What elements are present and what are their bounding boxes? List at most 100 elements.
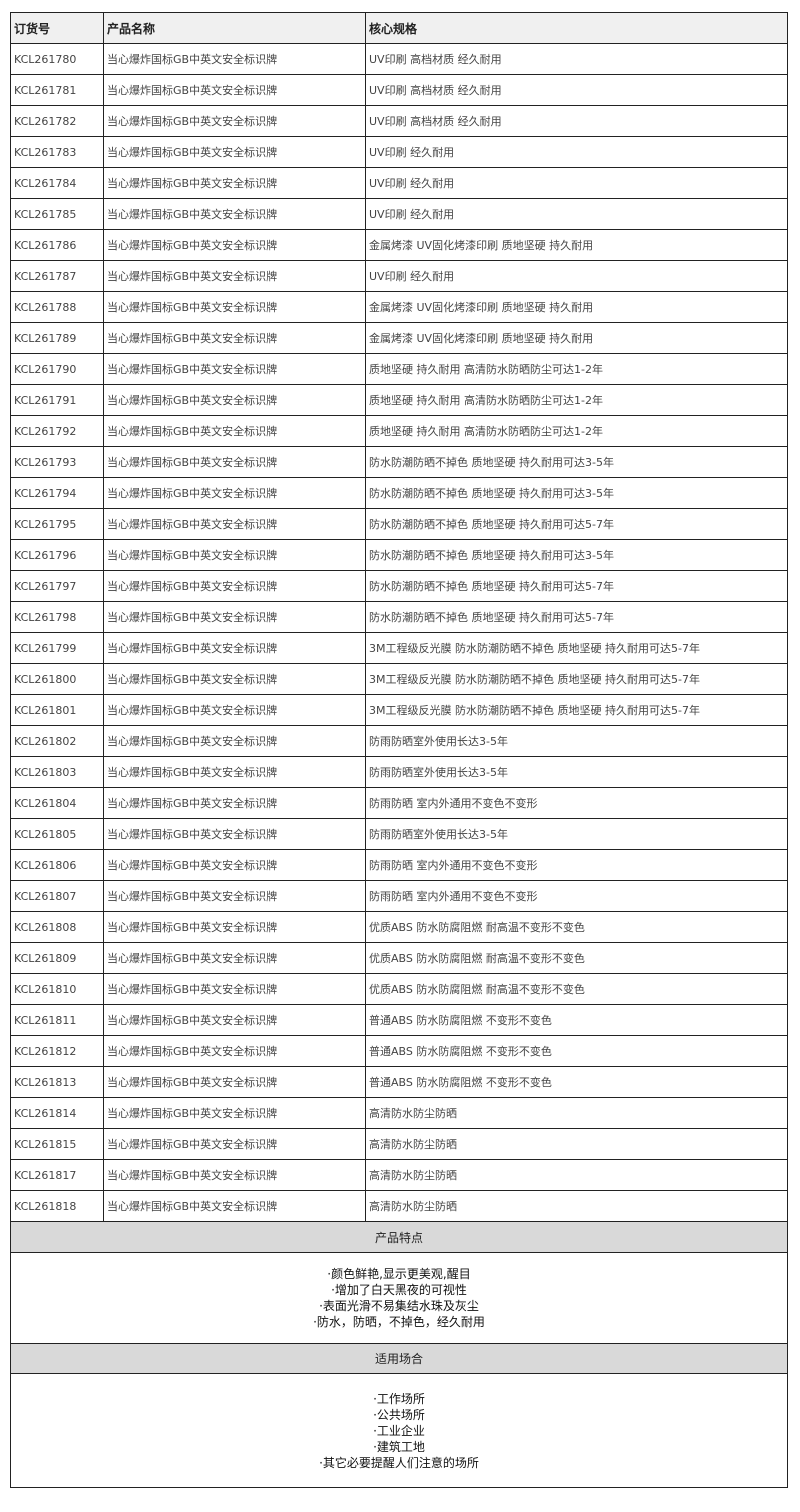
core-spec-cell: 优质ABS 防水防腐阻燃 耐高温不变形不变色 (365, 973, 788, 1005)
product-name-cell: 当心爆炸国标GB中英文安全标识牌 (103, 229, 366, 261)
table-row: KCL261791 当心爆炸国标GB中英文安全标识牌 质地坚硬 持久耐用 高清防水防… (10, 384, 788, 416)
core-spec-cell: 防水防潮防晒不掉色 质地坚硬 持久耐用可达5-7年 (365, 570, 788, 602)
table-row: KCL261815 当心爆炸国标GB中英文安全标识牌 高清防水防尘防晒 (10, 1128, 788, 1160)
header-order-no: 订货号 (10, 12, 104, 44)
header-core-spec: 核心规格 (365, 12, 788, 44)
core-spec-cell: 质地坚硬 持久耐用 高清防水防晒防尘可达1-2年 (365, 415, 788, 447)
places-title: 适用场合 (10, 1343, 788, 1374)
core-spec-cell: 高清防水防尘防晒 (365, 1159, 788, 1191)
product-name-cell: 当心爆炸国标GB中英文安全标识牌 (103, 601, 366, 633)
core-spec-cell: UV印刷 经久耐用 (365, 167, 788, 199)
place-item: ·公共场所 (373, 1407, 425, 1422)
product-name-cell: 当心爆炸国标GB中英文安全标识牌 (103, 818, 366, 850)
product-name-cell: 当心爆炸国标GB中英文安全标识牌 (103, 1035, 366, 1067)
order-no-cell: KCL261800 (10, 663, 104, 695)
order-no-cell: KCL261792 (10, 415, 104, 447)
table-row: KCL261789 当心爆炸国标GB中英文安全标识牌 金属烤漆 UV固化烤漆印刷 质… (10, 322, 788, 354)
product-table: 订货号 产品名称 核心规格 KCL261780 当心爆炸国标GB中英文安全标识牌 U… (10, 12, 788, 1488)
order-no-cell: KCL261810 (10, 973, 104, 1005)
order-no-cell: KCL261795 (10, 508, 104, 540)
core-spec-cell: 普通ABS 防水防腐阻燃 不变形不变色 (365, 1004, 788, 1036)
table-row: KCL261818 当心爆炸国标GB中英文安全标识牌 高清防水防尘防晒 (10, 1190, 788, 1222)
product-name-cell: 当心爆炸国标GB中英文安全标识牌 (103, 570, 366, 602)
product-name-cell: 当心爆炸国标GB中英文安全标识牌 (103, 880, 366, 912)
feature-item: ·防水，防晒，不掉色，经久耐用 (313, 1315, 485, 1329)
product-name-cell: 当心爆炸国标GB中英文安全标识牌 (103, 198, 366, 230)
core-spec-cell: 防雨防晒 室内外通用不变色不变形 (365, 880, 788, 912)
order-no-cell: KCL261788 (10, 291, 104, 323)
table-row: KCL261784 当心爆炸国标GB中英文安全标识牌 UV印刷 经久耐用 (10, 167, 788, 199)
product-name-cell: 当心爆炸国标GB中英文安全标识牌 (103, 725, 366, 757)
table-row: KCL261817 当心爆炸国标GB中英文安全标识牌 高清防水防尘防晒 (10, 1159, 788, 1191)
table-row: KCL261782 当心爆炸国标GB中英文安全标识牌 UV印刷 高档材质 经久耐用 (10, 105, 788, 137)
core-spec-cell: 高清防水防尘防晒 (365, 1128, 788, 1160)
order-no-cell: KCL261785 (10, 198, 104, 230)
table-row: KCL261810 当心爆炸国标GB中英文安全标识牌 优质ABS 防水防腐阻燃 耐高… (10, 973, 788, 1005)
core-spec-cell: UV印刷 高档材质 经久耐用 (365, 74, 788, 106)
order-no-cell: KCL261812 (10, 1035, 104, 1067)
product-name-cell: 当心爆炸国标GB中英文安全标识牌 (103, 787, 366, 819)
core-spec-cell: 防水防潮防晒不掉色 质地坚硬 持久耐用可达5-7年 (365, 508, 788, 540)
header-product-name: 产品名称 (103, 12, 366, 44)
order-no-cell: KCL261818 (10, 1190, 104, 1222)
table-row: KCL261805 当心爆炸国标GB中英文安全标识牌 防雨防晒室外使用长达3-5年 (10, 818, 788, 850)
product-name-cell: 当心爆炸国标GB中英文安全标识牌 (103, 260, 366, 292)
core-spec-cell: 防雨防晒室外使用长达3-5年 (365, 725, 788, 757)
core-spec-cell: 质地坚硬 持久耐用 高清防水防晒防尘可达1-2年 (365, 353, 788, 385)
table-row: KCL261809 当心爆炸国标GB中英文安全标识牌 优质ABS 防水防腐阻燃 耐高… (10, 942, 788, 974)
order-no-cell: KCL261807 (10, 880, 104, 912)
order-no-cell: KCL261791 (10, 384, 104, 416)
product-name-cell: 当心爆炸国标GB中英文安全标识牌 (103, 446, 366, 478)
feature-item: ·增加了白天黑夜的可视性 (331, 1283, 467, 1297)
header-row: 订货号 产品名称 核心规格 (10, 12, 788, 44)
feature-item: ·表面光滑不易集结水珠及灰尘 (319, 1299, 479, 1313)
order-no-cell: KCL261793 (10, 446, 104, 478)
table-row: KCL261808 当心爆炸国标GB中英文安全标识牌 优质ABS 防水防腐阻燃 耐高… (10, 911, 788, 943)
product-name-cell: 当心爆炸国标GB中英文安全标识牌 (103, 663, 366, 695)
order-no-cell: KCL261786 (10, 229, 104, 261)
product-name-cell: 当心爆炸国标GB中英文安全标识牌 (103, 1004, 366, 1036)
core-spec-cell: 金属烤漆 UV固化烤漆印刷 质地坚硬 持久耐用 (365, 229, 788, 261)
core-spec-cell: 3M工程级反光膜 防水防潮防晒不掉色 质地坚硬 持久耐用可达5-7年 (365, 632, 788, 664)
product-name-cell: 当心爆炸国标GB中英文安全标识牌 (103, 167, 366, 199)
table-row: KCL261801 当心爆炸国标GB中英文安全标识牌 3M工程级反光膜 防水防潮防晒… (10, 694, 788, 726)
table-row: KCL261812 当心爆炸国标GB中英文安全标识牌 普通ABS 防水防腐阻燃 不变… (10, 1035, 788, 1067)
table-row: KCL261787 当心爆炸国标GB中英文安全标识牌 UV印刷 经久耐用 (10, 260, 788, 292)
product-name-cell: 当心爆炸国标GB中英文安全标识牌 (103, 105, 366, 137)
product-name-cell: 当心爆炸国标GB中英文安全标识牌 (103, 508, 366, 540)
table-row: KCL261797 当心爆炸国标GB中英文安全标识牌 防水防潮防晒不掉色 质地坚硬 … (10, 570, 788, 602)
place-item: ·其它必要提醒人们注意的场所 (319, 1455, 479, 1470)
feature-item: ·颜色鲜艳,显示更美观,醒目 (327, 1267, 471, 1281)
core-spec-cell: 3M工程级反光膜 防水防潮防晒不掉色 质地坚硬 持久耐用可达5-7年 (365, 694, 788, 726)
table-row: KCL261804 当心爆炸国标GB中英文安全标识牌 防雨防晒 室内外通用不变色不变… (10, 787, 788, 819)
table-row: KCL261795 当心爆炸国标GB中英文安全标识牌 防水防潮防晒不掉色 质地坚硬 … (10, 508, 788, 540)
table-row: KCL261803 当心爆炸国标GB中英文安全标识牌 防雨防晒室外使用长达3-5年 (10, 756, 788, 788)
core-spec-cell: 防水防潮防晒不掉色 质地坚硬 持久耐用可达3-5年 (365, 539, 788, 571)
order-no-cell: KCL261798 (10, 601, 104, 633)
table-row: KCL261781 当心爆炸国标GB中英文安全标识牌 UV印刷 高档材质 经久耐用 (10, 74, 788, 106)
core-spec-cell: 防雨防晒室外使用长达3-5年 (365, 756, 788, 788)
product-name-cell: 当心爆炸国标GB中英文安全标识牌 (103, 136, 366, 168)
core-spec-cell: 3M工程级反光膜 防水防潮防晒不掉色 质地坚硬 持久耐用可达5-7年 (365, 663, 788, 695)
product-name-cell: 当心爆炸国标GB中英文安全标识牌 (103, 942, 366, 974)
table-row: KCL261792 当心爆炸国标GB中英文安全标识牌 质地坚硬 持久耐用 高清防水防… (10, 415, 788, 447)
order-no-cell: KCL261784 (10, 167, 104, 199)
order-no-cell: KCL261814 (10, 1097, 104, 1129)
core-spec-cell: 优质ABS 防水防腐阻燃 耐高温不变形不变色 (365, 942, 788, 974)
order-no-cell: KCL261796 (10, 539, 104, 571)
table-row: KCL261798 当心爆炸国标GB中英文安全标识牌 防水防潮防晒不掉色 质地坚硬 … (10, 601, 788, 633)
core-spec-cell: 防水防潮防晒不掉色 质地坚硬 持久耐用可达3-5年 (365, 477, 788, 509)
product-name-cell: 当心爆炸国标GB中英文安全标识牌 (103, 849, 366, 881)
product-name-cell: 当心爆炸国标GB中英文安全标识牌 (103, 415, 366, 447)
order-no-cell: KCL261815 (10, 1128, 104, 1160)
order-no-cell: KCL261806 (10, 849, 104, 881)
order-no-cell: KCL261817 (10, 1159, 104, 1191)
table-row: KCL261783 当心爆炸国标GB中英文安全标识牌 UV印刷 经久耐用 (10, 136, 788, 168)
core-spec-cell: UV印刷 经久耐用 (365, 198, 788, 230)
product-name-cell: 当心爆炸国标GB中英文安全标识牌 (103, 353, 366, 385)
order-no-cell: KCL261805 (10, 818, 104, 850)
features-title: 产品特点 (10, 1221, 788, 1253)
order-no-cell: KCL261811 (10, 1004, 104, 1036)
core-spec-cell: 金属烤漆 UV固化烤漆印刷 质地坚硬 持久耐用 (365, 291, 788, 323)
product-name-cell: 当心爆炸国标GB中英文安全标识牌 (103, 973, 366, 1005)
